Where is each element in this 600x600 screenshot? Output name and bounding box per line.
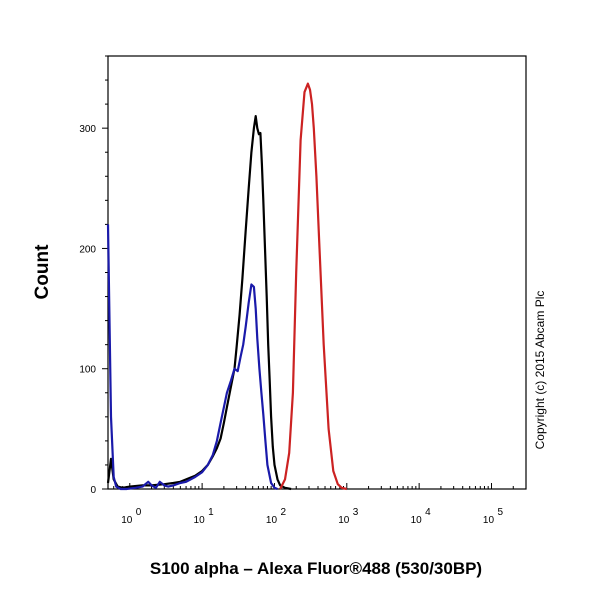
plot-frame bbox=[107, 55, 527, 490]
x-tick-exponent: 5 bbox=[497, 507, 503, 518]
histogram-series-1 bbox=[106, 114, 292, 491]
x-tick-exponent: 4 bbox=[425, 507, 431, 518]
y-tick-label: 100 bbox=[79, 365, 96, 376]
y-tick-label: 200 bbox=[79, 244, 96, 255]
x-tick-label: 10 bbox=[411, 515, 423, 526]
histogram-series-3 bbox=[279, 82, 348, 491]
x-tick-label: 10 bbox=[194, 515, 206, 526]
x-tick-exponent: 0 bbox=[136, 507, 142, 518]
y-tick-label: 0 bbox=[90, 485, 96, 496]
y-axis-label: Count bbox=[32, 244, 53, 300]
x-tick-label: 10 bbox=[121, 515, 133, 526]
x-tick-exponent: 2 bbox=[280, 507, 286, 518]
x-tick-label: 10 bbox=[266, 515, 278, 526]
y-tick-label: 300 bbox=[79, 124, 96, 135]
x-tick-label: 10 bbox=[338, 515, 350, 526]
x-tick-exponent: 1 bbox=[208, 507, 214, 518]
copyright-annotation: Copyright (c) 2015 Abcam Plc bbox=[533, 291, 547, 450]
x-axis-label: S100 alpha – Alexa Fluor®488 (530/30BP) bbox=[150, 559, 482, 578]
x-tick-exponent: 3 bbox=[353, 507, 359, 518]
x-tick-label: 10 bbox=[483, 515, 495, 526]
histogram-series-2 bbox=[106, 224, 278, 491]
